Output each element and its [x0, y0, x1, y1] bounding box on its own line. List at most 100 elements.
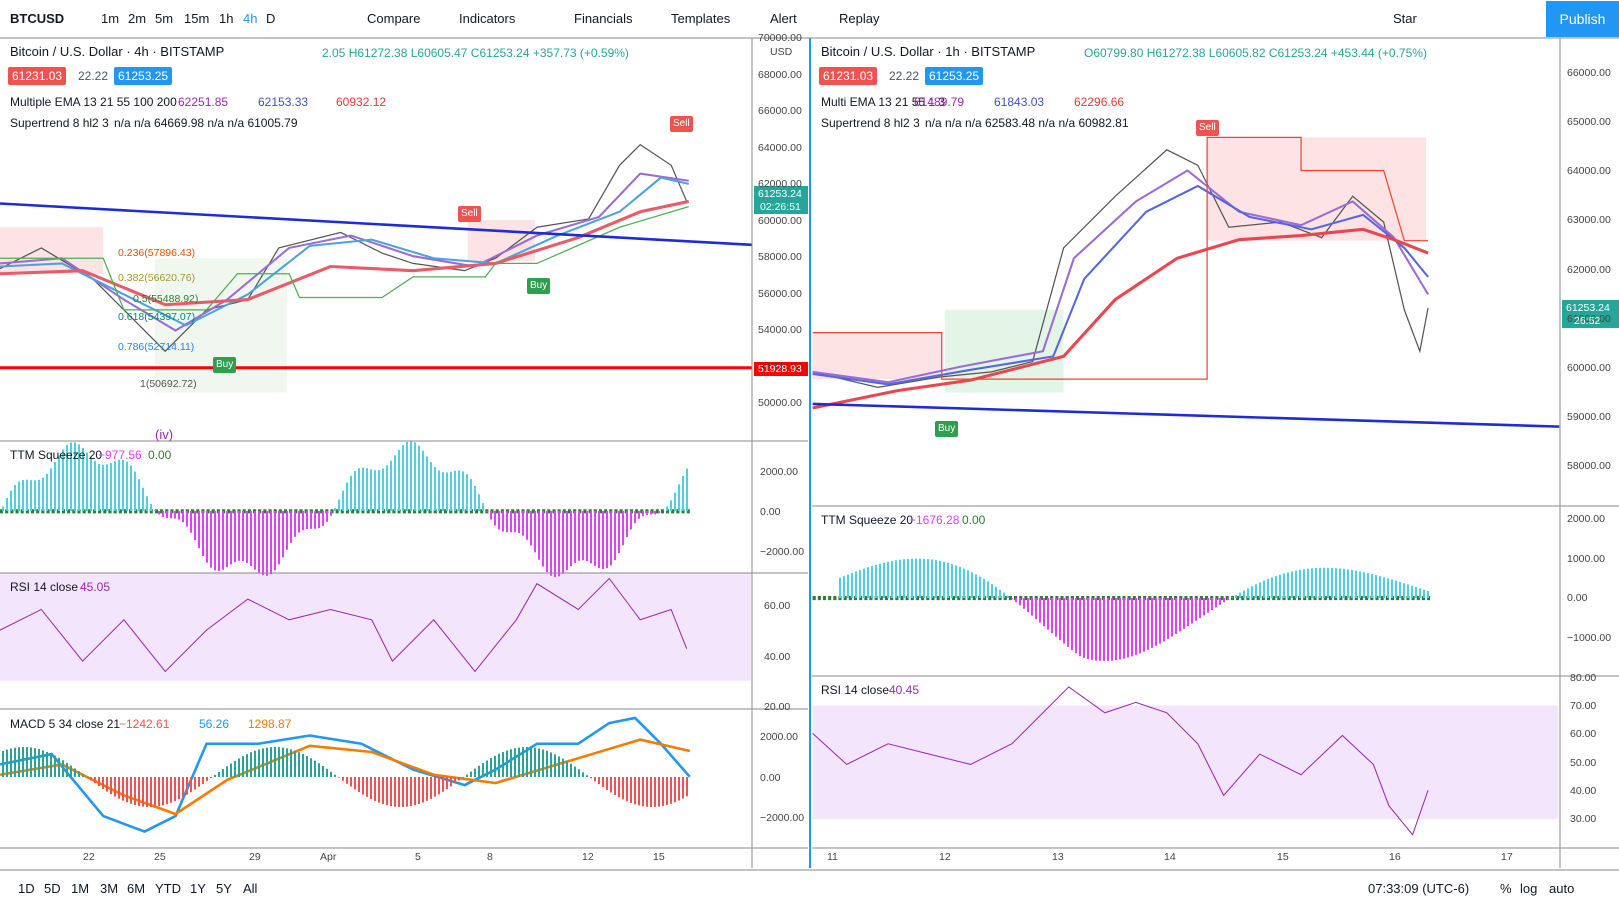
histogram-bar: [606, 511, 608, 569]
axis-label: 52000.00: [758, 360, 802, 373]
range-button[interactable]: 1M: [71, 881, 90, 896]
toolbar-button[interactable]: Replay: [839, 11, 880, 26]
histogram-bar: [78, 444, 80, 511]
supertrend-values: n/a n/a n/a 62583.48 n/a n/a 60982.81: [925, 116, 1129, 130]
histogram-bar: [330, 771, 332, 777]
histogram-bar: [1371, 574, 1373, 598]
histogram-bar: [618, 777, 620, 798]
star-button[interactable]: Star: [1393, 11, 1417, 26]
toolbar-button[interactable]: Templates: [671, 11, 731, 26]
range-button[interactable]: 1D: [18, 881, 35, 896]
axis-label: 70.00: [1570, 700, 1597, 713]
histogram-bar: [22, 479, 24, 511]
histogram-bar: [170, 511, 172, 519]
range-button[interactable]: 3M: [100, 881, 119, 896]
countdown: 02:26:51: [760, 201, 801, 213]
histogram-bar: [422, 777, 424, 803]
toolbar-button[interactable]: Indicators: [459, 11, 516, 26]
histogram-bar: [578, 769, 580, 777]
axis-label: 54000.00: [758, 324, 802, 336]
histogram-bar: [90, 457, 92, 511]
histogram-bar: [430, 462, 432, 511]
histogram-bar: [478, 765, 480, 777]
range-button[interactable]: YTD: [155, 881, 181, 896]
histogram-bar: [915, 558, 917, 598]
histogram-bar: [1219, 598, 1221, 605]
histogram-bar: [666, 506, 668, 511]
toolbar-button[interactable]: Alert: [770, 11, 797, 26]
histogram-bar: [190, 511, 192, 533]
interval-button[interactable]: 2m: [128, 11, 147, 26]
histogram-bar: [262, 748, 264, 777]
histogram-bar: [658, 777, 660, 807]
time-label: 16: [1389, 851, 1401, 863]
histogram-bar: [1407, 584, 1409, 598]
histogram-bar: [242, 511, 244, 562]
histogram-bar: [1099, 598, 1101, 661]
axis-label: 56000.00: [758, 287, 802, 300]
scale-option[interactable]: auto: [1549, 881, 1575, 896]
histogram-bar: [606, 777, 608, 790]
axis-label: 60000.00: [758, 214, 802, 227]
histogram-bar: [154, 777, 156, 807]
histogram-bar: [546, 511, 548, 573]
histogram-bar: [959, 566, 961, 598]
ema-value: 62153.33: [258, 95, 309, 109]
histogram-bar: [250, 511, 252, 566]
interval-button[interactable]: D: [266, 11, 276, 26]
toolbar-button[interactable]: Compare: [367, 11, 421, 26]
histogram-bar: [1271, 577, 1273, 598]
range-button[interactable]: 5D: [44, 881, 61, 896]
histogram-bar: [1003, 592, 1005, 598]
histogram-bar: [194, 511, 196, 541]
histogram-bar: [362, 777, 364, 795]
histogram-bar: [14, 485, 16, 511]
histogram-bar: [582, 511, 584, 561]
axis-label: 50.00: [1570, 756, 1597, 769]
histogram-bar: [158, 511, 160, 515]
histogram-bar: [1055, 598, 1057, 637]
time-label: 29: [249, 851, 261, 863]
scale-option[interactable]: log: [1520, 881, 1538, 896]
rsi-value: 45.05: [80, 580, 111, 594]
axis-label: 0.00: [760, 506, 781, 518]
range-button[interactable]: 5Y: [216, 881, 232, 896]
histogram-bar: [670, 777, 672, 804]
histogram-bar: [566, 761, 568, 777]
histogram-bar: [1035, 598, 1037, 620]
histogram-bar: [542, 749, 544, 777]
scale-option[interactable]: %: [1500, 881, 1512, 896]
toolbar-button[interactable]: Financials: [574, 11, 633, 26]
range-button[interactable]: 6M: [127, 881, 146, 896]
interval-button[interactable]: 4h: [243, 11, 258, 26]
histogram-bar: [1135, 598, 1137, 655]
histogram-bar: [510, 749, 512, 777]
histogram-bar: [262, 511, 264, 576]
histogram-bar: [70, 442, 72, 511]
range-button[interactable]: 1Y: [190, 881, 206, 896]
histogram-bar: [1167, 598, 1169, 639]
interval-button[interactable]: 1h: [219, 11, 234, 26]
publish-button[interactable]: Publish: [1546, 1, 1619, 37]
histogram-bar: [1087, 598, 1089, 659]
axis-label: 80.00: [1570, 672, 1597, 684]
histogram-bar: [1083, 598, 1085, 658]
interval-button[interactable]: 15m: [184, 11, 210, 26]
interval-button[interactable]: 1m: [101, 11, 120, 26]
histogram-bar: [1243, 590, 1245, 598]
axis-label: −2000.00: [760, 546, 805, 558]
histogram-bar: [1355, 570, 1357, 598]
histogram-bar: [34, 748, 36, 777]
histogram-bar: [266, 747, 268, 777]
histogram-bar: [654, 777, 656, 807]
range-button[interactable]: All: [243, 881, 258, 896]
histogram-bar: [398, 777, 400, 807]
histogram-bar: [186, 777, 188, 795]
histogram-bar: [22, 747, 24, 777]
histogram-bar: [454, 470, 456, 511]
histogram-bar: [98, 777, 100, 787]
histogram-bar: [903, 559, 905, 598]
symbol[interactable]: BTCUSD: [10, 11, 65, 26]
histogram-bar: [438, 777, 440, 795]
interval-button[interactable]: 5m: [155, 11, 174, 26]
